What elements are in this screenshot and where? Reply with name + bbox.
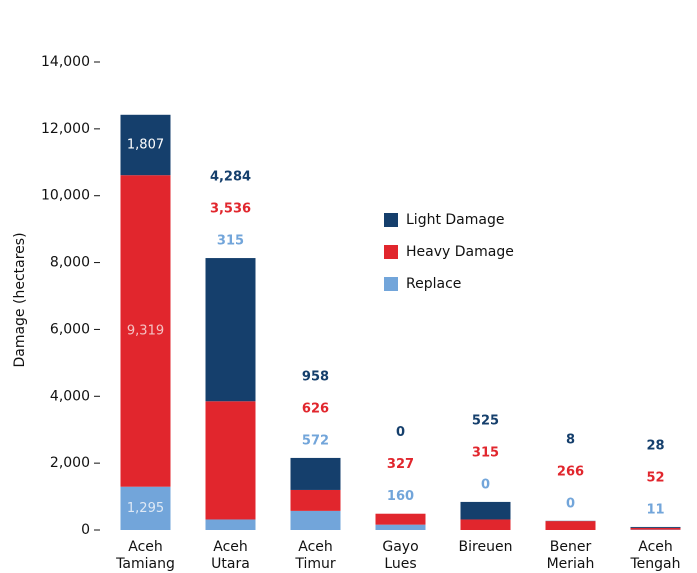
y-tick-label: 4,000 — [50, 388, 90, 404]
legend-label: Replace — [406, 276, 461, 292]
value-label: 9,319 — [127, 323, 164, 338]
value-label: 8 — [566, 432, 575, 447]
bar-segment — [290, 457, 341, 490]
bar-segment — [120, 114, 171, 176]
y-tick-label: 8,000 — [50, 255, 90, 271]
value-label: 327 — [387, 457, 414, 472]
bar-segment — [290, 489, 341, 511]
legend-swatch — [384, 245, 398, 259]
legend-swatch — [384, 277, 398, 291]
value-label: 525 — [472, 413, 499, 428]
value-label: 3,536 — [210, 202, 251, 217]
y-tick-label: 6,000 — [50, 321, 90, 337]
value-label: 958 — [302, 369, 329, 384]
value-label: 0 — [481, 477, 490, 492]
legend-label: Light Damage — [406, 212, 504, 228]
bar-segment — [205, 519, 256, 530]
value-label: 160 — [387, 489, 414, 504]
y-tick-label: 2,000 — [50, 455, 90, 471]
value-label: 4,284 — [210, 170, 251, 185]
bar-segment — [545, 521, 596, 530]
bar-segment — [205, 401, 256, 520]
bar-segment — [375, 513, 426, 525]
bar-segment — [120, 175, 171, 487]
value-label: 28 — [646, 438, 664, 453]
value-label: 572 — [302, 433, 329, 448]
bar-segment — [205, 258, 256, 402]
y-tick-label: 14,000 — [41, 54, 90, 70]
value-label: 1,295 — [127, 501, 164, 516]
bar-segment — [460, 519, 511, 530]
y-tick-label: 10,000 — [41, 188, 90, 204]
value-label: 52 — [646, 470, 664, 485]
x-tick-label: Aceh Timur — [294, 539, 336, 572]
x-tick-label: Aceh Tamiang — [115, 539, 175, 572]
x-tick-label: Gayo Lues — [382, 539, 418, 572]
y-axis-label: Damage (hectares) — [12, 232, 28, 367]
y-tick-label: 0 — [81, 522, 90, 538]
value-label: 11 — [646, 502, 664, 517]
bar-segment — [460, 501, 511, 520]
bar-segment — [120, 486, 171, 530]
value-label: 1,807 — [127, 137, 164, 152]
value-label: 0 — [566, 496, 575, 511]
x-tick-label: Aceh Tengah — [630, 539, 681, 572]
value-label: 315 — [217, 234, 244, 249]
legend-label: Heavy Damage — [406, 244, 514, 260]
value-label: 626 — [302, 401, 329, 416]
legend-swatch — [384, 213, 398, 227]
value-label: 266 — [557, 464, 584, 479]
x-tick-label: Bener Meriah — [547, 539, 595, 572]
bar-segment — [630, 527, 681, 530]
bar-segment — [630, 526, 681, 528]
x-tick-label: Aceh Utara — [211, 539, 250, 572]
x-tick-label: Bireuen — [459, 539, 513, 555]
value-label: 315 — [472, 445, 499, 460]
bar-segment — [290, 510, 341, 530]
bar-segment — [375, 524, 426, 530]
value-label: 0 — [396, 425, 405, 440]
y-tick-label: 12,000 — [41, 121, 90, 137]
